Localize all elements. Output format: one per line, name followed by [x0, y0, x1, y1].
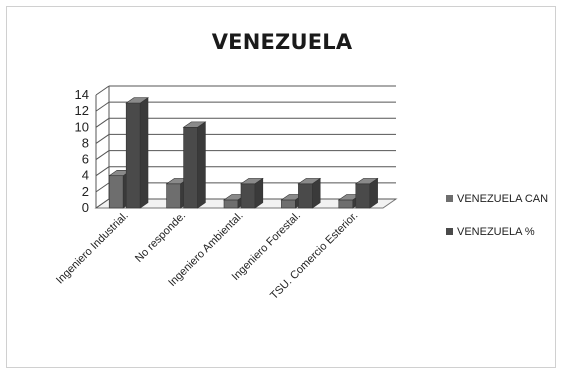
chart-title: VENEZUELA [211, 30, 353, 54]
bar-series1-4 [281, 199, 296, 209]
legend-swatch [446, 228, 453, 235]
bar-series2-5-top [354, 178, 379, 185]
y-tick-label: 8 [82, 135, 89, 150]
y-tick-label: 2 [82, 184, 89, 199]
bar-series2-1-top [125, 97, 149, 104]
gridline-depth [95, 85, 110, 96]
bar-series1-1 [108, 175, 124, 209]
bar-series1-3 [223, 199, 239, 209]
x-tick-label: Ingeniero Industrial. [54, 210, 131, 287]
legend-label: VENEZUELA CAN [457, 193, 548, 205]
bar-series2-2 [183, 126, 198, 209]
bar-series2-5 [355, 183, 371, 209]
gridline-depth [95, 150, 110, 160]
bar-series2-4-top [297, 178, 322, 185]
y-tick-label: 10 [75, 119, 89, 134]
chart-frame [6, 6, 556, 368]
x-tick-label: No responde. [133, 210, 188, 265]
y-tick-label: 0 [82, 200, 89, 215]
y-tick-label: 12 [75, 103, 89, 118]
bar-series1-5 [338, 199, 354, 209]
bar-series2-1-side [139, 97, 149, 209]
bar-series2-2-side [197, 121, 206, 209]
gridline-depth [95, 198, 110, 209]
legend-label: VENEZUELA % [457, 226, 535, 238]
bar-series2-2-top [182, 121, 207, 128]
bar-series2-3-top [240, 178, 264, 185]
bar-series1-2 [166, 183, 181, 209]
gridline-depth [95, 182, 110, 193]
y-tick-label: 14 [75, 87, 89, 102]
gridline-depth [95, 134, 110, 144]
gridline-depth [95, 101, 110, 112]
gridline-depth [95, 166, 110, 177]
legend-swatch [446, 195, 453, 202]
bar-series2-1 [125, 102, 141, 209]
gridline-depth [95, 117, 110, 128]
bar-series2-3 [240, 183, 256, 209]
bar-series2-4 [298, 183, 313, 209]
y-tick-label: 4 [82, 168, 89, 183]
y-tick-label: 6 [82, 152, 89, 167]
